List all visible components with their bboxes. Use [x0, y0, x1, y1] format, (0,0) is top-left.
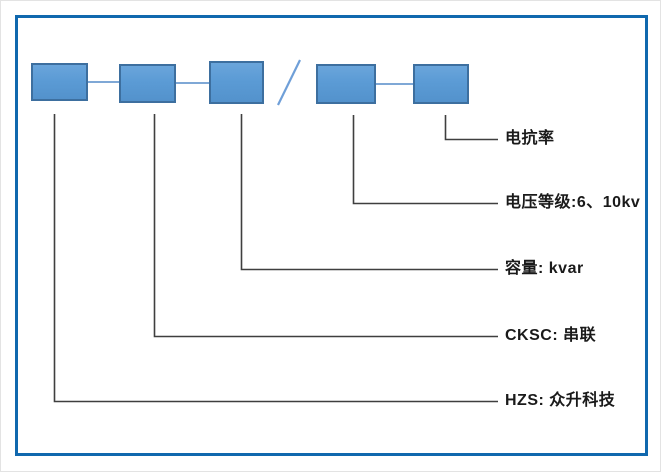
- label-manufacturer-code: HZS: 众升科技: [505, 392, 616, 409]
- code-box-capacity: [209, 61, 264, 104]
- label-series-code: CKSC: 串联: [505, 327, 597, 344]
- code-box-voltage: [316, 64, 376, 104]
- label-voltage-level: 电压等级:6、10kv: [505, 194, 641, 211]
- label-reactance-rate: 电抗率: [505, 130, 555, 147]
- code-box-manufacturer: [31, 63, 88, 101]
- code-box-reactance: [413, 64, 469, 104]
- label-capacity: 容量: kvar: [505, 260, 584, 277]
- code-box-series: [119, 64, 176, 103]
